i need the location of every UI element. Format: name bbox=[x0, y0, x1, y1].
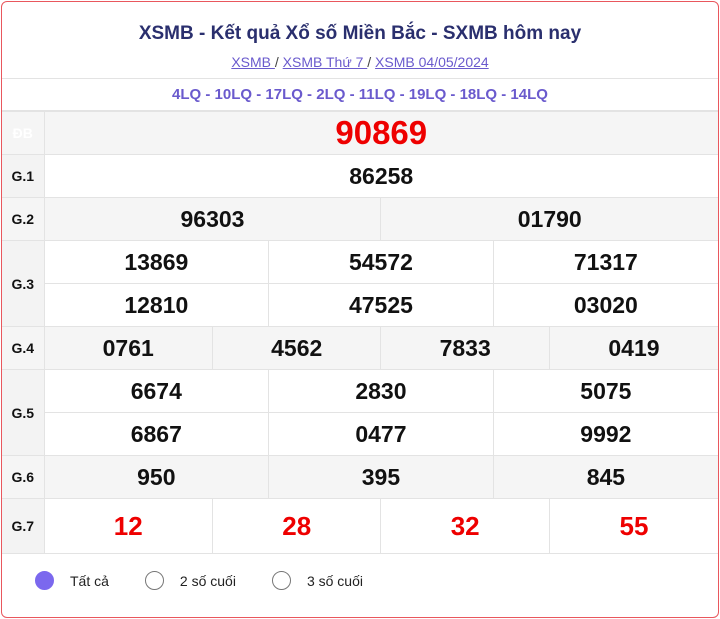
prize-number: 9992 bbox=[492, 412, 718, 456]
digit-filter: Tất cả 2 số cuối 3 số cuối bbox=[2, 554, 718, 590]
row-g3b: 12810 47525 03020 bbox=[2, 283, 718, 327]
prize-number: 12810 bbox=[43, 283, 270, 327]
prize-number: 6674 bbox=[43, 369, 270, 413]
radio-checked-icon[interactable] bbox=[35, 571, 54, 590]
prize-label: ĐB bbox=[2, 111, 45, 155]
prize-number: 28 bbox=[211, 498, 382, 554]
prize-label: G.6 bbox=[2, 455, 45, 499]
prize-number: 12 bbox=[43, 498, 213, 554]
row-g4: G.4 0761 4562 7833 0419 bbox=[2, 326, 718, 370]
prize-number: 47525 bbox=[268, 283, 494, 327]
prize-number: 55 bbox=[548, 498, 718, 554]
prize-number: 03020 bbox=[492, 283, 718, 327]
row-db: ĐB 90869 bbox=[2, 111, 718, 155]
breadcrumb-weekday[interactable]: XSMB Thứ 7 bbox=[282, 54, 368, 70]
prize-label: G.1 bbox=[2, 154, 45, 198]
breadcrumb-date[interactable]: XSMB 04/05/2024 bbox=[375, 54, 489, 70]
row-g5b: 6867 0477 9992 bbox=[2, 412, 718, 456]
row-g2: G.2 96303 01790 bbox=[2, 197, 718, 241]
prize-number: 13869 bbox=[43, 240, 270, 284]
page-title: XSMB - Kết quả Xổ số Miền Bắc - SXMB hôm… bbox=[138, 23, 582, 44]
prize-label: G.4 bbox=[2, 326, 45, 370]
prize-number: 71317 bbox=[492, 240, 718, 284]
row-g5: G.5 6674 2830 5075 bbox=[2, 369, 718, 456]
radio-label: Tất cả bbox=[70, 572, 109, 589]
prize-number: 86258 bbox=[43, 154, 718, 198]
row-g1: G.1 86258 bbox=[2, 154, 718, 198]
header: XSMB - Kết quả Xổ số Miền Bắc - SXMB hôm… bbox=[2, 2, 718, 79]
special-prize: 90869 bbox=[43, 111, 718, 155]
prize-number: 6867 bbox=[43, 412, 270, 456]
prize-label: G.2 bbox=[2, 197, 45, 241]
prize-number: 4562 bbox=[211, 326, 382, 370]
radio-label: 2 số cuối bbox=[179, 572, 236, 589]
prize-number: 0419 bbox=[548, 326, 718, 370]
breadcrumb: XSMB / XSMB Thứ 7 / XSMB 04/05/2024 bbox=[231, 54, 489, 70]
lq-codes: 4LQ - 10LQ - 17LQ - 2LQ - 11LQ - 19LQ - … bbox=[2, 79, 718, 111]
radio-last-3[interactable]: 3 số cuối bbox=[271, 571, 363, 590]
prize-number: 54572 bbox=[268, 240, 494, 284]
radio-unchecked-icon[interactable] bbox=[144, 571, 164, 590]
radio-unchecked-icon[interactable] bbox=[271, 571, 291, 590]
prize-number: 01790 bbox=[380, 197, 718, 241]
prize-number: 7833 bbox=[380, 326, 550, 370]
prize-number: 0761 bbox=[43, 326, 213, 370]
breadcrumb-xsmb[interactable]: XSMB bbox=[231, 54, 275, 70]
prize-number: 32 bbox=[380, 498, 550, 554]
row-g7: G.7 12 28 32 55 bbox=[2, 498, 718, 554]
prize-label: G.3 bbox=[2, 240, 45, 327]
radio-all[interactable]: Tất cả bbox=[35, 571, 109, 590]
prize-number: 0477 bbox=[268, 412, 494, 456]
prize-number: 950 bbox=[43, 455, 270, 499]
prize-label: G.7 bbox=[2, 498, 45, 554]
row-g6: G.6 950 395 845 bbox=[2, 455, 718, 499]
radio-last-2[interactable]: 2 số cuối bbox=[144, 571, 236, 590]
radio-label: 3 số cuối bbox=[306, 572, 363, 589]
prize-number: 845 bbox=[492, 455, 718, 499]
row-g3: G.3 13869 54572 71317 bbox=[2, 240, 718, 327]
prize-number: 2830 bbox=[268, 369, 494, 413]
prize-number: 5075 bbox=[492, 369, 718, 413]
prize-label: G.5 bbox=[2, 369, 45, 456]
prize-number: 395 bbox=[268, 455, 494, 499]
results-table: ĐB 90869 G.1 86258 G.2 96303 01790 G.3 1… bbox=[2, 111, 718, 554]
prize-number: 96303 bbox=[43, 197, 382, 241]
